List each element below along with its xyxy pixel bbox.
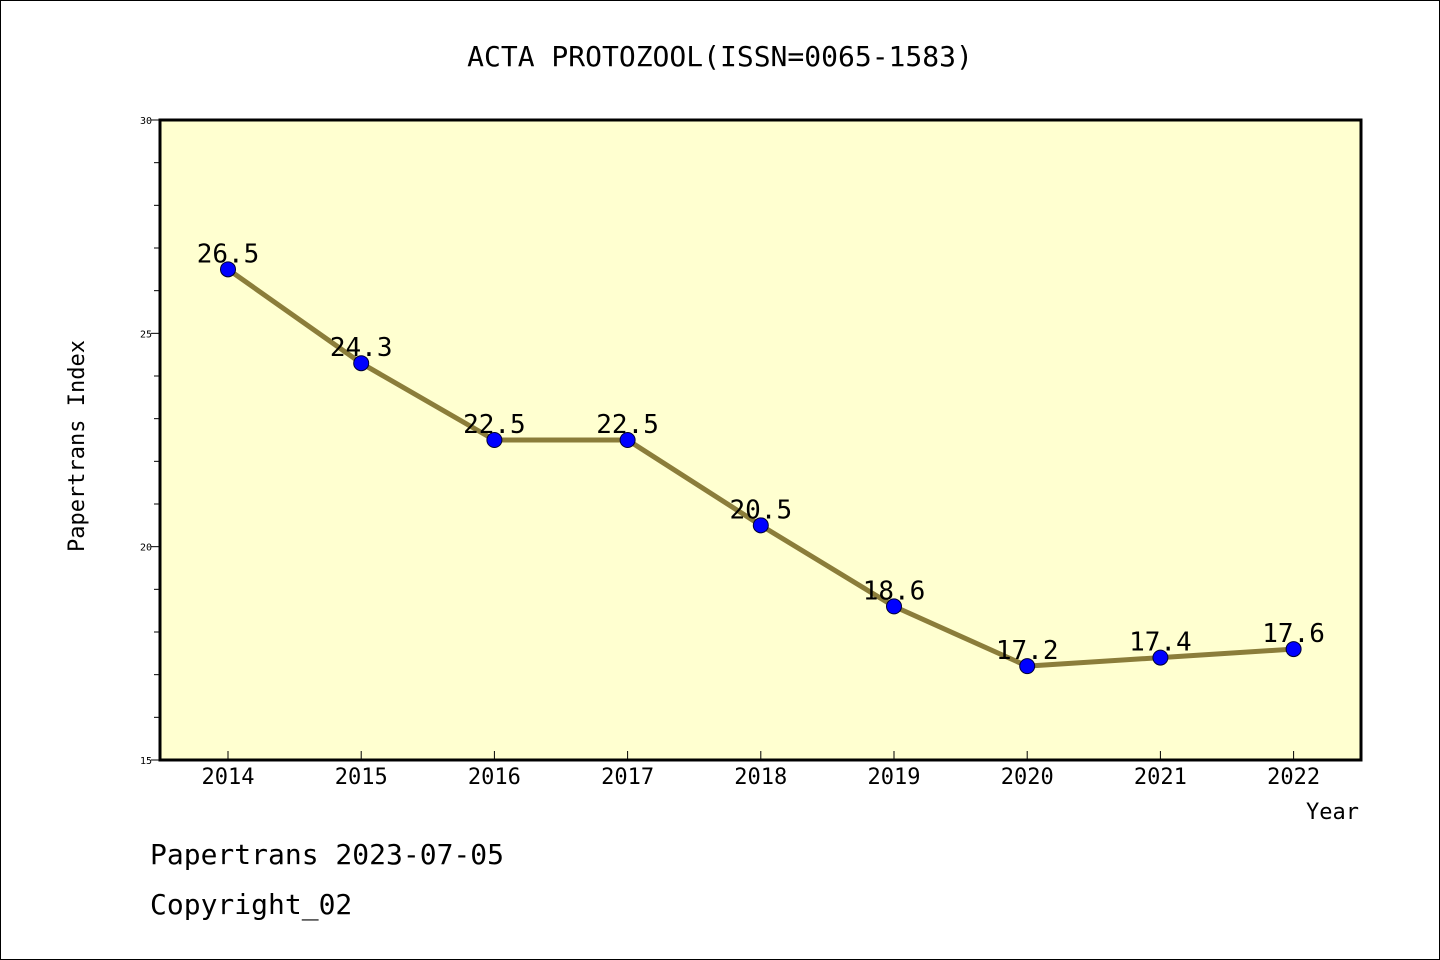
data-label: 22.5 xyxy=(596,410,659,440)
x-tick-label: 2015 xyxy=(335,765,388,790)
data-label: 22.5 xyxy=(463,410,526,440)
x-tick-label: 2018 xyxy=(734,765,787,790)
footer-copyright: Copyright_02 xyxy=(150,888,352,922)
data-labels: 26.5 24.3 22.5 22.5 20.5 18.6 17.2 17.4 17.6 xyxy=(197,239,1325,666)
data-point xyxy=(1019,658,1036,675)
data-label: 17.4 xyxy=(1129,628,1192,658)
data-point xyxy=(1285,641,1302,658)
plot-area xyxy=(158,118,1363,762)
x-tick-label: 2021 xyxy=(1134,765,1187,790)
data-point xyxy=(220,261,236,278)
y-axis-label: Papertrans Index xyxy=(65,340,90,552)
data-point xyxy=(353,355,370,372)
x-axis: 2014 2015 2016 2017 2018 2019 2020 2021 2022 xyxy=(202,751,1320,790)
y-tick-label: 20 xyxy=(140,543,152,554)
chart-title: ACTA PROTOZOOL(ISSN=0065-1583) xyxy=(467,40,973,73)
x-tick-label: 2022 xyxy=(1267,765,1320,790)
data-point xyxy=(1152,649,1169,666)
x-tick-label: 2014 xyxy=(202,765,255,790)
x-tick-label: 2017 xyxy=(601,765,654,790)
y-tick-label: 15 xyxy=(140,756,152,767)
y-tick-label: 25 xyxy=(140,329,152,340)
data-label: 18.6 xyxy=(863,576,926,606)
x-axis-label: Year xyxy=(1306,800,1359,825)
x-tick-label: 2016 xyxy=(468,765,521,790)
data-label: 17.6 xyxy=(1262,619,1325,649)
data-points xyxy=(220,261,1302,675)
footer-date: Papertrans 2023-07-05 xyxy=(150,838,504,871)
data-label: 17.2 xyxy=(996,636,1059,666)
data-point xyxy=(486,432,503,448)
y-tick-label: 30 xyxy=(140,116,152,127)
x-tick-label: 2019 xyxy=(868,765,921,790)
y-axis: 15 20 25 30 xyxy=(140,116,160,767)
data-label: 20.5 xyxy=(729,495,792,525)
x-tick-label: 2020 xyxy=(1001,765,1054,790)
data-point xyxy=(619,432,636,448)
data-point xyxy=(752,517,769,534)
data-label: 26.5 xyxy=(197,239,260,269)
data-point xyxy=(886,598,902,615)
data-label: 24.3 xyxy=(330,333,393,363)
